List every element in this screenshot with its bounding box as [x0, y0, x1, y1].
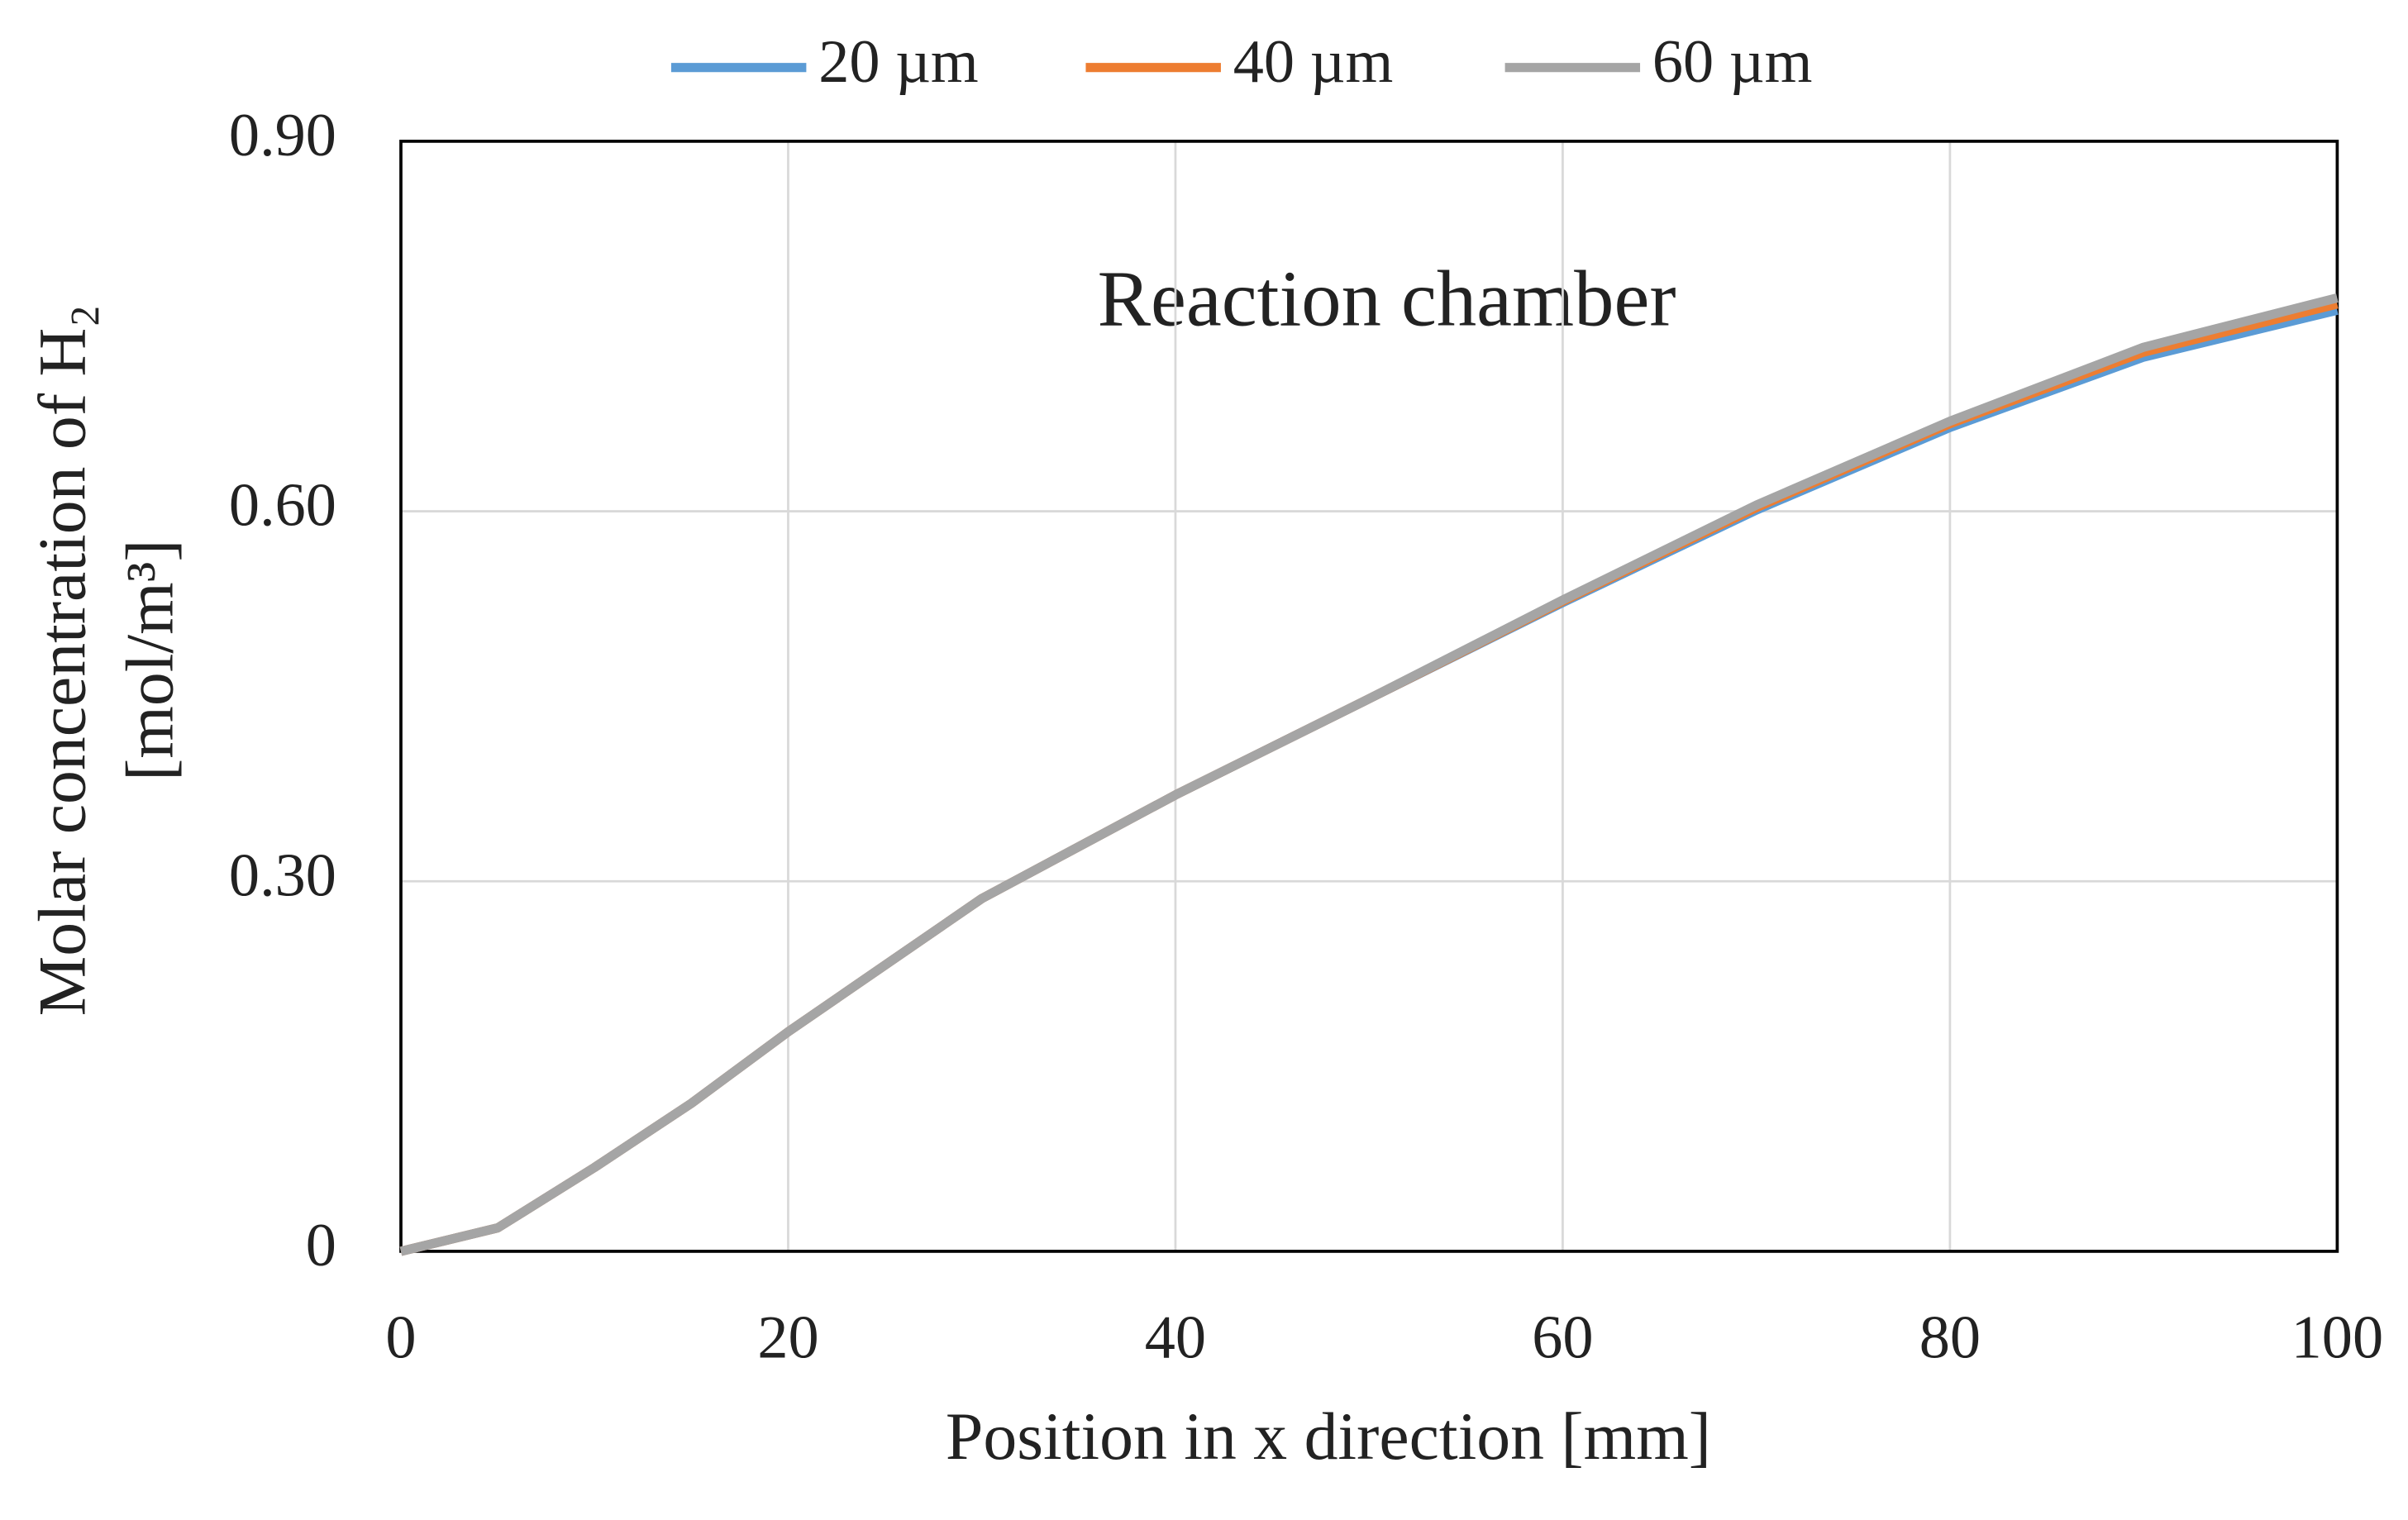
y-tick-label: 0.60 — [229, 472, 336, 540]
legend-label: 20 µm — [818, 28, 978, 96]
x-tick-label: 20 — [757, 1303, 818, 1371]
x-tick-label: 100 — [2291, 1303, 2383, 1371]
y-tick-label: 0.30 — [229, 841, 336, 909]
y-axis-label: Molar concentration of H₂ — [25, 304, 100, 1016]
y-tick-label: 0 — [306, 1212, 336, 1279]
y-tick-label: 0.90 — [229, 102, 336, 169]
annotation: Reaction chamber — [1098, 255, 1676, 343]
plot-border — [399, 140, 2339, 1253]
series-line — [399, 305, 2339, 1256]
x-tick-label: 0 — [385, 1303, 416, 1371]
legend-label: 60 µm — [1652, 28, 1812, 96]
x-tick-label: 60 — [1532, 1303, 1593, 1371]
legend-label: 40 µm — [1233, 28, 1393, 96]
x-tick-label: 80 — [1919, 1303, 1981, 1371]
x-axis-label: Position in x direction [mm] — [946, 1398, 1711, 1474]
y-axis-label: [mol/m³] — [112, 540, 187, 781]
series-line — [399, 299, 2339, 1256]
x-tick-label: 40 — [1145, 1303, 1206, 1371]
series-line — [399, 293, 2339, 1256]
